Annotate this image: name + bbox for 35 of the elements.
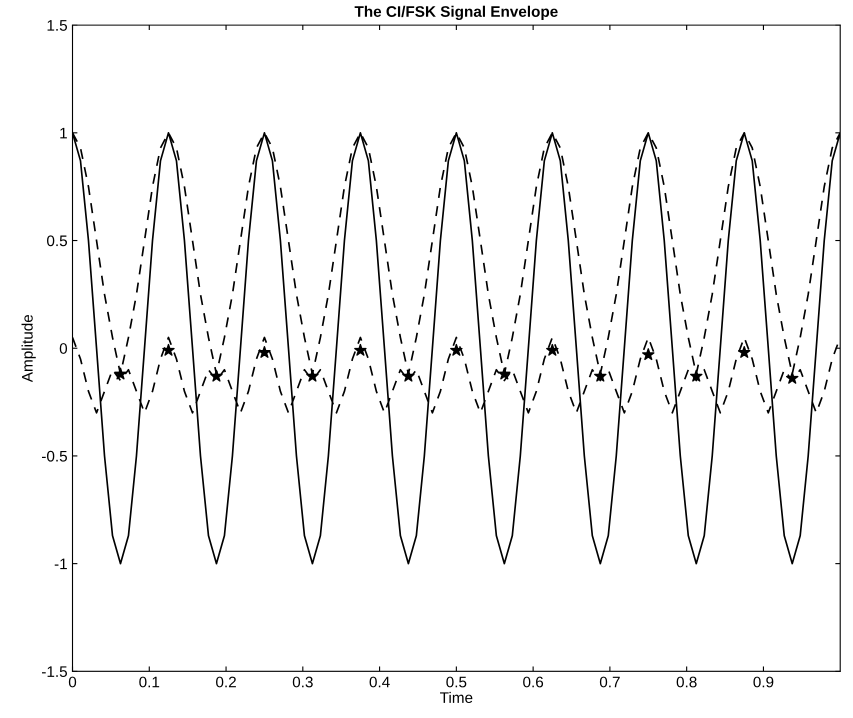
x-tick-label: 0.4 [370,676,390,688]
point [546,344,559,356]
point [786,372,798,384]
x-tick-label: 0.1 [139,676,160,688]
y-tick-label: -0.5 [42,450,68,462]
y-tick-label: 1 [60,128,67,138]
point [258,346,271,358]
y-tick-label: -1 [54,558,67,570]
point [690,370,702,382]
y-tick-label: 0 [60,343,68,354]
point [642,348,654,360]
point [354,344,367,356]
x-tick-label: 0.8 [676,676,697,688]
x-tick-label: 0.2 [216,676,236,688]
point [498,368,511,380]
point [594,370,607,382]
point [114,368,127,380]
y-tick-label: 1.5 [48,20,68,31]
x-tick-label: 0.9 [753,676,774,688]
x-tick-label: 0 [68,676,76,688]
point [738,346,750,358]
point [450,344,463,356]
point [162,344,175,356]
y-tick-label: -1.5 [42,666,68,678]
x-tick-label: 0.6 [523,676,544,688]
x-tick-label: 0.3 [292,676,313,688]
point [306,370,319,382]
y-tick-label: 0.5 [47,235,68,246]
chart-title: The CI/FSK Signal Envelope [354,6,558,20]
y-axis-title: Amplitude [22,314,36,382]
x-axis-title: Time [440,692,472,704]
x-tick-label: 0.5 [446,676,466,688]
x-tick-label: 0.7 [600,676,620,688]
point [210,370,223,382]
point [402,370,415,382]
